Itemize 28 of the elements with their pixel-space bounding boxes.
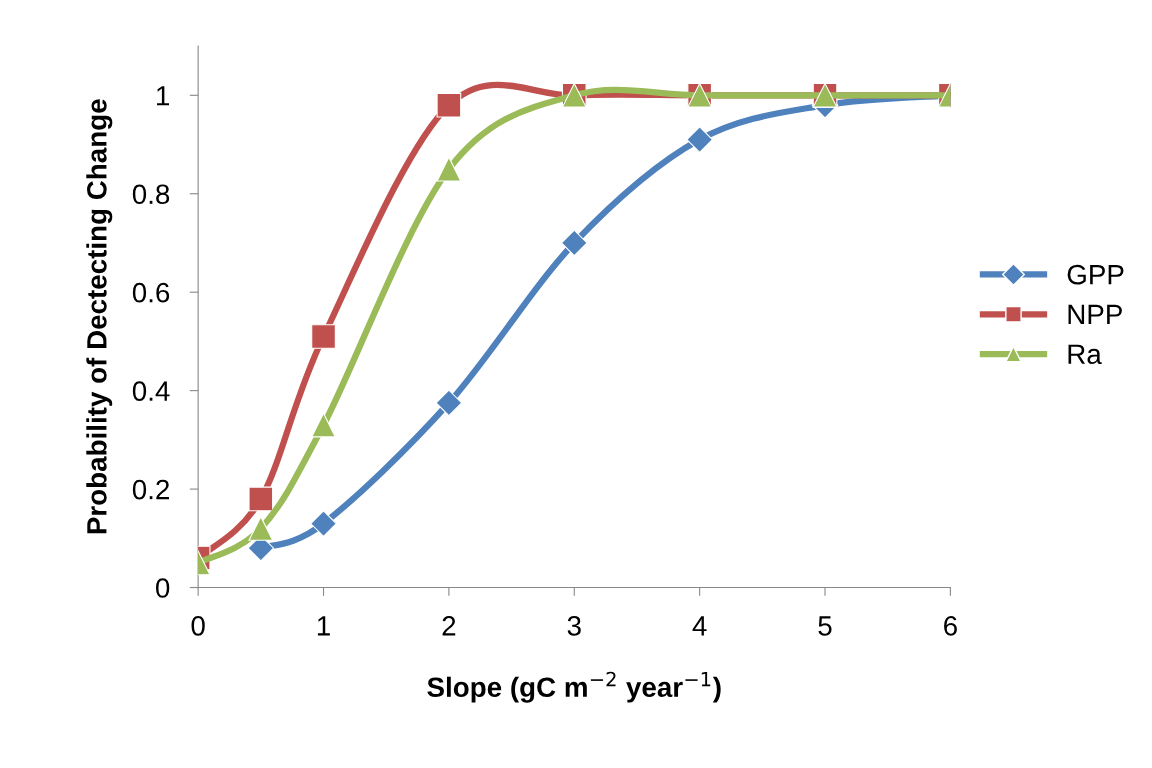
- x-tick-label: 0: [191, 616, 205, 636]
- y-tick-label: 0: [156, 578, 170, 598]
- point: [560, 229, 588, 257]
- legend-label: GPP: [1067, 264, 1124, 285]
- point: [311, 324, 336, 349]
- point: [686, 126, 713, 153]
- x-tick-label: 5: [818, 616, 832, 636]
- point: [310, 510, 337, 537]
- y-axis-title: Probability of Dectecting Change: [86, 99, 113, 534]
- point: [435, 389, 463, 417]
- y-tick-label: 1: [157, 86, 170, 106]
- legend-label: NPP: [1068, 304, 1122, 324]
- x-tick-label: 6: [944, 616, 957, 636]
- point: [248, 486, 274, 512]
- y-tick-label: 0.2: [132, 479, 169, 500]
- x-tick-label: 2: [442, 616, 456, 636]
- y-tick-label: 0.6: [132, 282, 170, 303]
- x-tick-label: 1: [317, 616, 330, 636]
- x-tick-label: 3: [567, 616, 581, 636]
- point: [311, 412, 336, 438]
- y-tick-label: 0.4: [132, 381, 170, 401]
- y-tick-label: 0.8: [132, 184, 170, 205]
- x-axis-title: Slope (gC m$^{−2}$ year$^{−1}$): [427, 671, 721, 703]
- point: [436, 92, 462, 118]
- point: [436, 156, 462, 182]
- point: [248, 516, 274, 541]
- legend-label: Ra: [1068, 344, 1102, 365]
- x-tick-label: 4: [692, 616, 707, 636]
